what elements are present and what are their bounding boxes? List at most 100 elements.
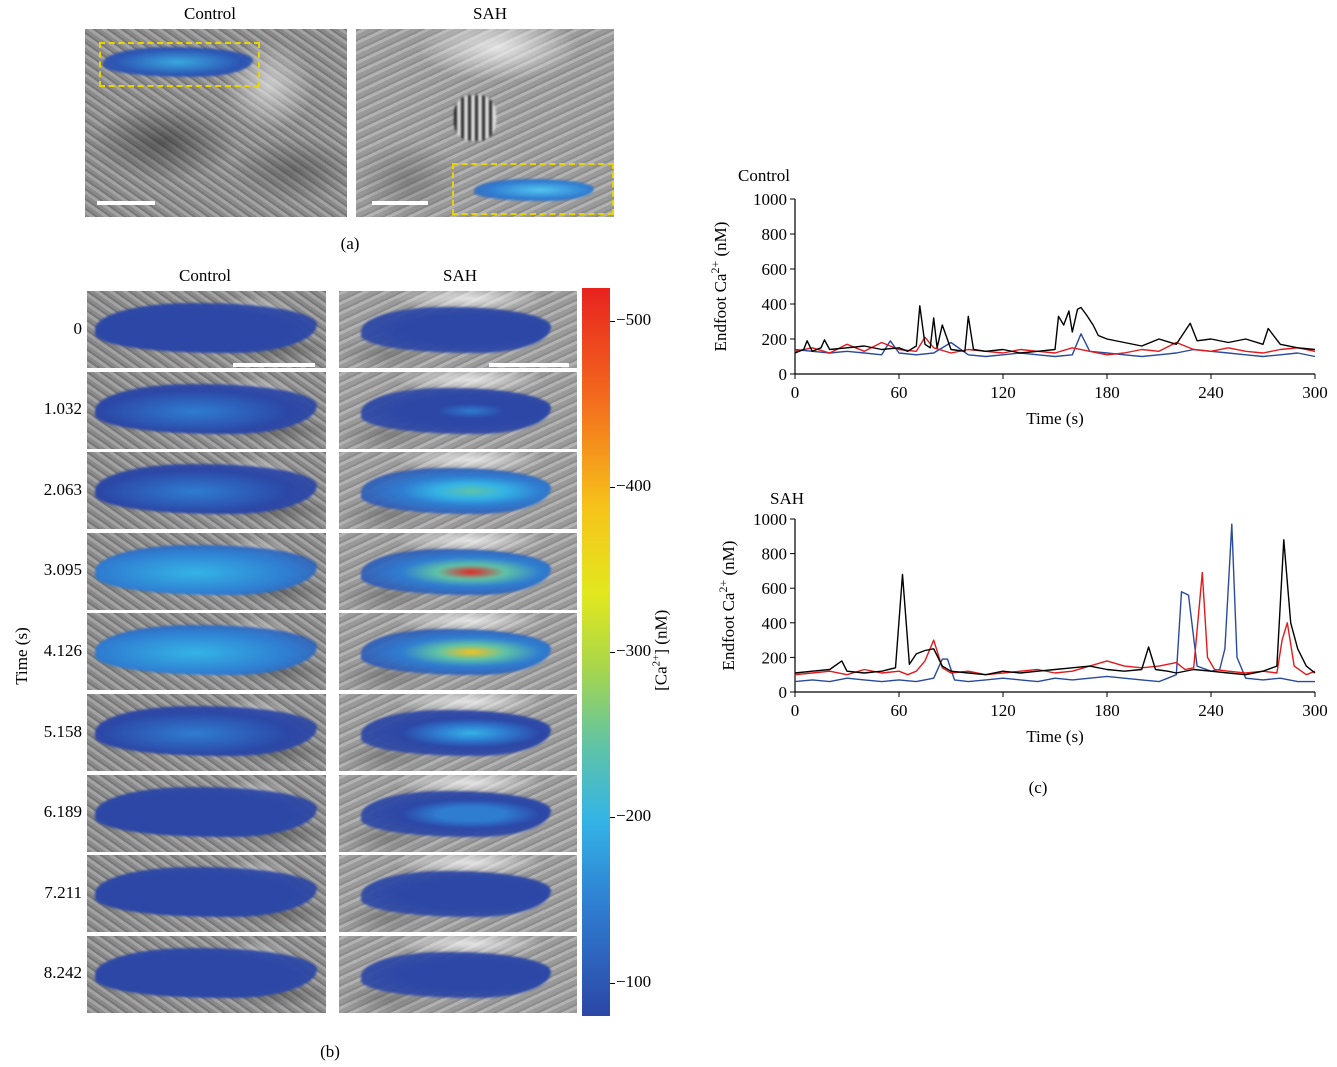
- sah-frame: [339, 452, 577, 530]
- control-frame: [87, 613, 326, 691]
- calcium-overlay: [95, 625, 317, 676]
- y-tick-label: 600: [762, 260, 788, 279]
- chart-title: SAH: [770, 489, 804, 508]
- vessel-structure: [454, 95, 496, 141]
- control-frame: [87, 452, 326, 530]
- colorbar-tick-label: −500: [616, 310, 652, 330]
- calcium-overlay: [95, 464, 317, 515]
- colorbar-tick-label: −400: [616, 475, 652, 495]
- x-tick-label: 0: [791, 701, 800, 720]
- calcium-overlay: [361, 548, 551, 595]
- colorbar-tick: [610, 817, 615, 819]
- x-tick-label: 180: [1094, 383, 1120, 402]
- control-frame: [87, 774, 326, 852]
- control-frame: [87, 532, 326, 610]
- y-axis-label: Endfoot Ca2+ (nM): [708, 222, 730, 352]
- calcium-overlay: [361, 468, 551, 515]
- panel-a-control-title: Control: [184, 4, 236, 23]
- y-axis-label: Endfoot Ca2+ (nM): [716, 541, 738, 671]
- x-axis-label: Time (s): [1026, 409, 1083, 428]
- time-label: 0: [73, 318, 83, 338]
- time-label: 4.126: [43, 640, 82, 660]
- panel-b-sah-title: SAH: [442, 266, 477, 285]
- roi-box: [452, 163, 614, 215]
- y-tick-label: 800: [762, 225, 788, 244]
- panel-a-sah-title: SAH: [472, 4, 507, 23]
- sah-frame: [339, 613, 577, 691]
- y-tick-label: 400: [762, 614, 788, 633]
- x-tick-label: 240: [1198, 701, 1224, 720]
- sah-frame: [339, 774, 577, 852]
- colorbar-label: [Ca2+] (nM): [650, 609, 671, 691]
- calcium-overlay: [95, 706, 317, 756]
- calcium-overlay: [361, 307, 551, 353]
- panel-b-caption: (b): [320, 1042, 340, 1061]
- calcium-overlay: [95, 303, 317, 353]
- series-line: [794, 336, 1316, 356]
- time-label: 7.211: [44, 882, 82, 902]
- chart-control: Control 0 200 400 600 800 1000 0 60 120 180 240 300 T…: [708, 166, 1328, 428]
- calcium-overlay: [95, 947, 317, 998]
- sah-frame: [339, 532, 577, 610]
- control-frame: [87, 855, 326, 933]
- calcium-overlay: [361, 871, 551, 918]
- calcium-overlay: [95, 786, 317, 837]
- scale-bar: [372, 201, 428, 205]
- calcium-overlay: [103, 47, 253, 77]
- calcium-overlay: [95, 383, 317, 434]
- series-line: [794, 539, 1316, 676]
- calcium-overlay: [474, 179, 594, 201]
- sah-frame: [339, 371, 577, 449]
- calcium-overlay: [361, 387, 551, 434]
- x-tick-label: 60: [891, 383, 908, 402]
- colorbar-tick: [610, 652, 615, 653]
- y-tick-label: 400: [762, 295, 788, 314]
- colorbar-tick: [610, 982, 615, 984]
- y-tick-label: 1000: [753, 190, 787, 209]
- y-tick-label: 200: [762, 648, 788, 667]
- calcium-overlay: [361, 951, 551, 998]
- x-tick-label: 60: [891, 701, 908, 720]
- time-label: 8.242: [43, 963, 82, 983]
- y-tick-label: 1000: [753, 510, 787, 529]
- series-line: [794, 523, 1315, 683]
- x-tick-label: 0: [791, 383, 800, 402]
- calcium-overlay: [95, 867, 317, 918]
- x-tick-label: 240: [1198, 383, 1224, 402]
- scale-bar: [97, 201, 155, 205]
- chart-title: Control: [738, 166, 790, 185]
- colorbar: [582, 288, 610, 1016]
- colorbar-tick-label: −300: [616, 641, 652, 660]
- x-tick-label: 300: [1302, 701, 1328, 720]
- panel-a-caption: (a): [340, 234, 360, 253]
- colorbar-tick-label: −100: [616, 971, 652, 991]
- calcium-overlay: [361, 790, 551, 837]
- panel-b-control-title: Control: [179, 266, 231, 285]
- y-tick-label: 0: [779, 365, 788, 384]
- control-frame: [87, 935, 326, 1013]
- control-frame: [87, 291, 326, 368]
- time-label: 6.189: [43, 802, 82, 822]
- x-tick-label: 180: [1094, 701, 1120, 720]
- series-line: [794, 333, 1316, 358]
- scale-bar: [233, 363, 315, 367]
- sah-frame: [339, 935, 577, 1013]
- control-frame: [87, 694, 326, 771]
- time-label: 5.158: [43, 721, 82, 741]
- x-axis-label: Time (s): [1026, 727, 1083, 746]
- time-label: 1.032: [43, 399, 82, 419]
- series-line: [794, 305, 1316, 354]
- sah-frame: [339, 855, 577, 933]
- calcium-overlay: [361, 629, 551, 676]
- scale-bar: [489, 363, 569, 367]
- x-tick-label: 120: [990, 383, 1016, 402]
- sah-frame: [339, 694, 577, 771]
- colorbar-tick: [610, 486, 615, 488]
- panel-a-sah-image: [356, 29, 614, 217]
- y-tick-label: 0: [779, 683, 788, 702]
- y-tick-label: 600: [762, 579, 788, 598]
- y-tick-label: 200: [762, 330, 788, 349]
- x-tick-label: 300: [1302, 383, 1328, 402]
- calcium-overlay: [361, 710, 551, 756]
- time-label: 3.095: [43, 560, 82, 580]
